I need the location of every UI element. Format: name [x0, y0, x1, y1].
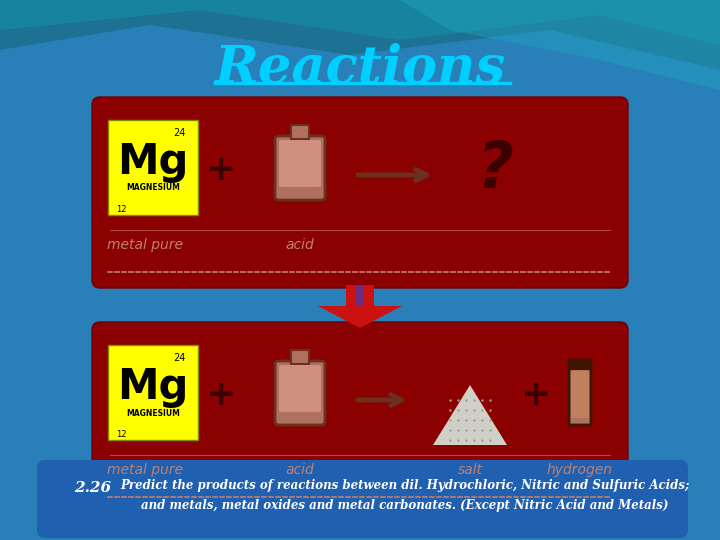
Bar	[346, 285, 374, 306]
Text: Reactions: Reactions	[215, 43, 505, 93]
FancyBboxPatch shape	[108, 345, 198, 440]
Text: +: +	[204, 153, 235, 187]
Polygon shape	[400, 0, 720, 90]
Text: ?: ?	[477, 139, 513, 201]
Polygon shape	[0, 0, 720, 45]
Polygon shape	[433, 385, 507, 445]
Text: and metals, metal oxides and metal carbonates. (Except Nitric Acid and Metals): and metals, metal oxides and metal carbo…	[141, 500, 669, 512]
Text: MAGNESIUM: MAGNESIUM	[126, 184, 180, 192]
Text: salt: salt	[457, 463, 482, 477]
FancyBboxPatch shape	[275, 361, 325, 425]
Bar	[356, 285, 364, 306]
FancyBboxPatch shape	[571, 371, 589, 418]
Text: Mg: Mg	[117, 366, 189, 408]
Text: acid: acid	[286, 238, 315, 252]
Text: 12: 12	[116, 430, 127, 439]
Text: metal pure: metal pure	[107, 238, 183, 252]
FancyBboxPatch shape	[275, 136, 325, 200]
FancyBboxPatch shape	[37, 460, 688, 538]
Polygon shape	[318, 306, 402, 328]
Text: 24: 24	[174, 353, 186, 363]
Text: MAGNESIUM: MAGNESIUM	[126, 408, 180, 417]
FancyBboxPatch shape	[92, 322, 628, 513]
Text: Predict the products of reactions between dil. Hydrochloric, Nitric and Sulfuric: Predict the products of reactions betwee…	[120, 480, 690, 492]
FancyBboxPatch shape	[569, 360, 591, 425]
Bar	[291, 125, 309, 139]
Text: hydrogen: hydrogen	[547, 463, 613, 477]
Bar	[291, 350, 309, 364]
Bar	[569, 360, 591, 370]
Text: +: +	[520, 378, 550, 412]
Text: acid: acid	[286, 463, 315, 477]
Polygon shape	[0, 0, 720, 70]
Text: 12: 12	[116, 205, 127, 214]
Text: 2.26: 2.26	[74, 481, 112, 495]
Text: metal pure: metal pure	[107, 463, 183, 477]
FancyBboxPatch shape	[279, 140, 321, 187]
FancyBboxPatch shape	[92, 97, 628, 288]
FancyBboxPatch shape	[108, 120, 198, 215]
Text: 24: 24	[174, 128, 186, 138]
Text: Mg: Mg	[117, 141, 189, 183]
Text: +: +	[204, 378, 235, 412]
FancyBboxPatch shape	[279, 365, 321, 412]
